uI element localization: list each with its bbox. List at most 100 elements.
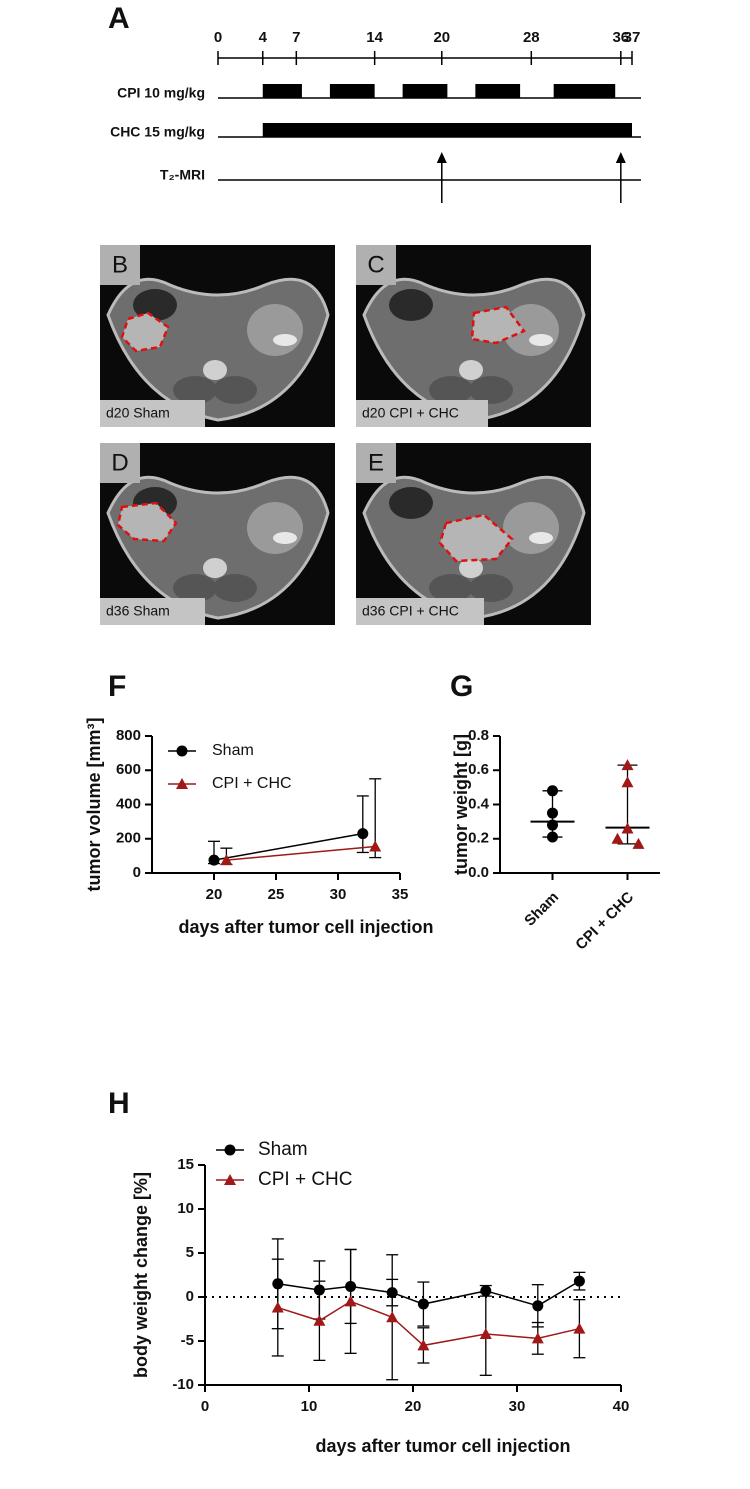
legend-marker	[176, 778, 188, 789]
y-tick-label: 0	[186, 1288, 194, 1305]
treatment-bar	[329, 84, 375, 98]
y-tick-label: 0	[133, 864, 141, 881]
tumor-outline	[470, 305, 526, 345]
caption-box	[100, 400, 205, 427]
legend-label: Sham	[258, 1139, 308, 1160]
panel-label: G	[450, 670, 473, 703]
organ	[133, 289, 177, 321]
row-label: CPI 10 mg/kg	[117, 85, 205, 101]
marker	[417, 1339, 430, 1351]
x-tick-label: 30	[330, 886, 347, 903]
marker	[532, 1300, 544, 1312]
label-box	[100, 245, 140, 285]
marker	[547, 819, 558, 831]
muscle	[429, 574, 473, 602]
panel-label: F	[108, 670, 126, 703]
tumor-region	[440, 515, 512, 561]
row-label: CHC 15 mg/kg	[110, 124, 205, 140]
kidney	[529, 532, 553, 544]
panel-label: E	[368, 449, 384, 476]
x-axis-title: days after tumor cell injection	[178, 917, 433, 937]
row-label: T₂-MRI	[160, 167, 205, 183]
marker	[547, 807, 558, 819]
legend-label: Sham	[212, 742, 254, 759]
panel-label: B	[112, 251, 128, 278]
y-axis-title: tumor weight [g]	[451, 734, 471, 875]
marker	[611, 832, 624, 844]
muscle	[213, 376, 257, 404]
legend-marker	[176, 745, 188, 757]
marker	[480, 1285, 492, 1297]
timeline-tick-label: 7	[292, 29, 300, 46]
muscle	[469, 574, 513, 602]
marker	[531, 1332, 544, 1344]
timeline-tick-label: 37	[624, 29, 641, 46]
y-tick-label: 400	[116, 795, 141, 812]
y-tick-label: 0.0	[468, 864, 489, 881]
marker	[621, 759, 634, 771]
label-box	[100, 443, 140, 483]
y-tick-label: 200	[116, 830, 141, 847]
y-tick-label: 800	[116, 727, 141, 744]
tumor-outline	[120, 311, 170, 353]
spine	[203, 360, 227, 380]
muscle	[173, 376, 217, 404]
mri-image	[356, 245, 591, 427]
spine	[203, 558, 227, 578]
marker	[573, 1322, 586, 1334]
arrow-head	[436, 152, 447, 163]
x-tick-label: 25	[268, 886, 285, 903]
x-tick-label: 10	[301, 1398, 318, 1415]
x-tick-label: CPI + CHC	[572, 889, 637, 954]
organ	[247, 502, 303, 554]
tumor-region	[472, 307, 524, 343]
marker	[271, 1301, 284, 1313]
panel-label: H	[108, 1087, 130, 1120]
treatment-bar	[475, 84, 521, 98]
x-tick-label: 40	[613, 1398, 630, 1415]
panel-label: D	[111, 449, 128, 476]
organ	[389, 487, 433, 519]
tumor-region	[122, 313, 168, 351]
spine	[459, 558, 483, 578]
timeline-tick-label: 28	[523, 29, 540, 46]
organ	[247, 304, 303, 356]
marker	[208, 854, 220, 866]
y-tick-label: -5	[181, 1332, 194, 1349]
y-tick-label: 0.4	[468, 795, 490, 812]
legend-label: CPI + CHC	[258, 1169, 353, 1190]
timeline-tick-label: 14	[366, 29, 383, 46]
y-tick-label: 600	[116, 761, 141, 778]
marker	[344, 1295, 357, 1307]
legend-marker	[224, 1174, 236, 1185]
organ	[503, 502, 559, 554]
spine	[459, 360, 483, 380]
kidney	[529, 334, 553, 346]
x-tick-label: 35	[392, 886, 409, 903]
y-tick-label: 5	[186, 1244, 194, 1261]
label-box	[356, 443, 396, 483]
y-axis-title: tumor volume [mm³]	[84, 717, 104, 891]
muscle	[469, 376, 513, 404]
series-line	[213, 832, 363, 861]
x-tick-label: 30	[509, 1398, 526, 1415]
marker	[621, 822, 634, 834]
caption-box	[100, 598, 205, 625]
timeline-tick-label: 36	[612, 29, 629, 46]
timeline-tick-label: 4	[259, 29, 268, 46]
tumor-outline	[438, 513, 514, 563]
marker	[313, 1314, 326, 1326]
kidney	[273, 532, 297, 544]
treatment-bar	[262, 84, 302, 98]
marker	[417, 1298, 429, 1310]
y-tick-label: 0.2	[468, 830, 489, 847]
x-tick-label: 0	[201, 1398, 209, 1415]
marker	[621, 776, 634, 788]
panel-label: A	[108, 2, 130, 35]
tumor-outline	[116, 501, 178, 543]
timeline-tick-label: 0	[214, 29, 222, 46]
mri-image	[100, 443, 335, 625]
x-tick-label: Sham	[521, 889, 562, 930]
caption-box	[356, 400, 488, 427]
